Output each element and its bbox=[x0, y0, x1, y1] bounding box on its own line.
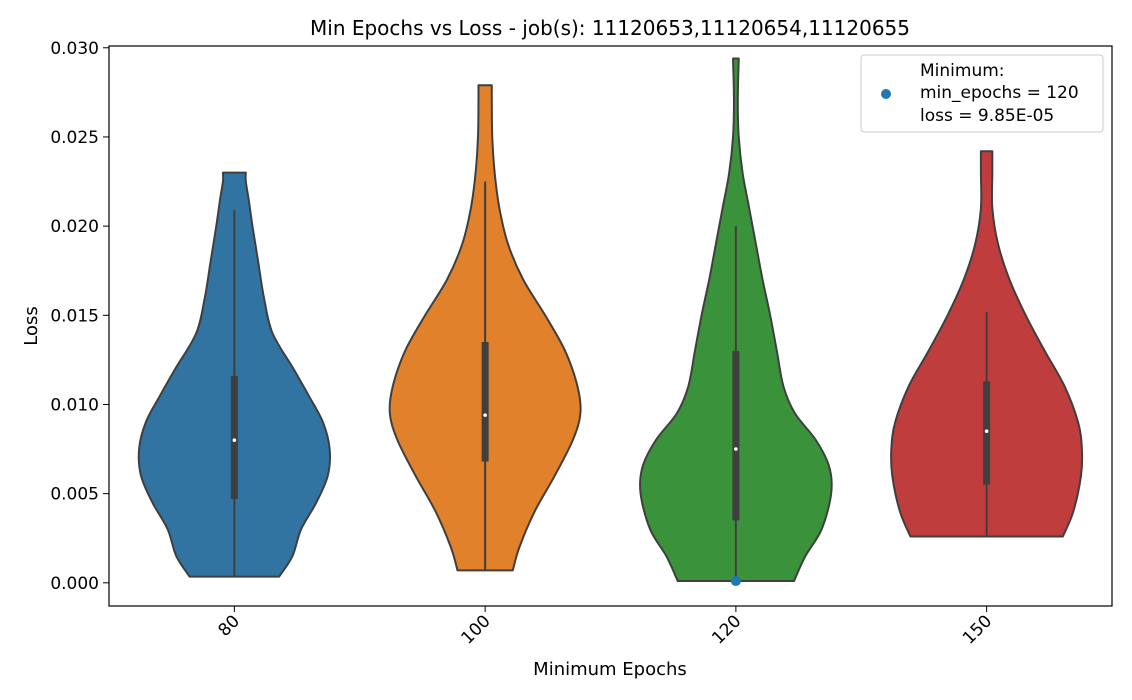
violin-median bbox=[734, 447, 738, 451]
violin-median bbox=[483, 413, 487, 417]
x-tick-label: 120 bbox=[708, 611, 745, 648]
x-tick-label: 100 bbox=[458, 611, 495, 648]
violin-iqr-box bbox=[230, 375, 238, 499]
y-tick-label: 0.025 bbox=[50, 128, 99, 148]
legend: Minimum: min_epochs = 120 loss = 9.85E-0… bbox=[860, 54, 1104, 133]
plot-area bbox=[137, 57, 1084, 587]
legend-line-3: loss = 9.85E-05 bbox=[920, 106, 1054, 126]
plot-frame bbox=[108, 45, 1113, 607]
violin-median bbox=[232, 438, 237, 442]
x-tick-label: 150 bbox=[959, 611, 996, 648]
legend-minimum-marker bbox=[881, 89, 891, 99]
violin-120 bbox=[638, 57, 833, 583]
legend-box bbox=[860, 54, 1104, 133]
y-tick-label: 0.010 bbox=[50, 395, 99, 415]
y-tick-label: 0.015 bbox=[50, 306, 99, 326]
chart-title: Min Epochs vs Loss - job(s): 11120653,11… bbox=[310, 16, 910, 40]
x-axis: 80 100 120 150 bbox=[214, 606, 996, 648]
legend-line-1: Minimum: bbox=[920, 61, 1005, 81]
y-tick-label: 0.000 bbox=[50, 574, 99, 594]
legend-line-2: min_epochs = 120 bbox=[920, 83, 1079, 103]
y-axis-label: Loss bbox=[21, 306, 42, 345]
violin-iqr-box bbox=[732, 350, 740, 521]
violin-80 bbox=[137, 171, 332, 578]
violin-100 bbox=[388, 84, 582, 572]
violin-median bbox=[984, 429, 989, 434]
y-axis: 0.000 0.005 0.010 0.015 0.020 0.025 0.030 bbox=[50, 39, 109, 594]
y-tick-label: 0.005 bbox=[50, 485, 99, 505]
x-tick-label: 80 bbox=[214, 611, 243, 640]
violin-150 bbox=[890, 150, 1084, 538]
y-tick-label: 0.020 bbox=[50, 217, 99, 237]
minimum-point bbox=[730, 576, 741, 587]
y-tick-label: 0.030 bbox=[50, 39, 99, 59]
violin-iqr-box bbox=[481, 342, 489, 462]
x-axis-label: Minimum Epochs bbox=[533, 659, 687, 680]
